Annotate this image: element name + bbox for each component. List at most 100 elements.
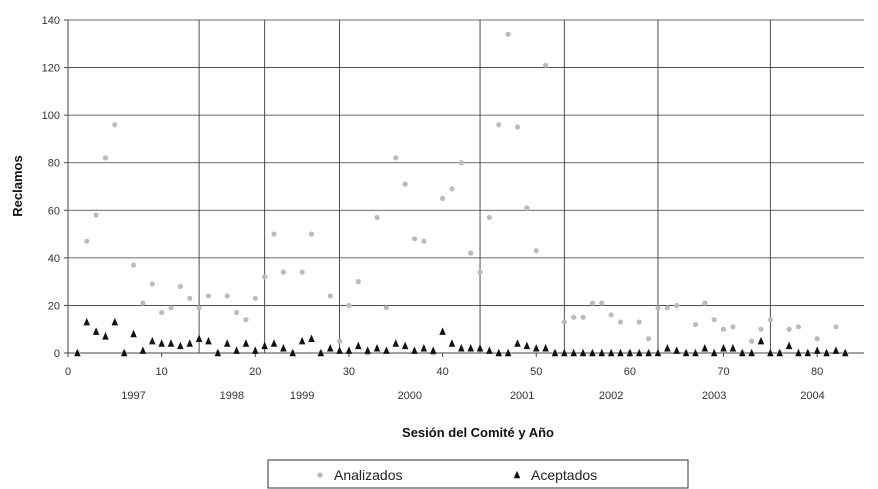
year-labels: 1997 1998 1999 2000 2001 2002 2003 2004 — [121, 390, 824, 402]
point-aceptados — [139, 346, 147, 354]
point-aceptados — [401, 341, 409, 350]
point-analizados — [205, 293, 212, 299]
year-label: 1997 — [121, 390, 145, 402]
point-analizados — [589, 300, 596, 306]
x-axis-ticks: 0 10 20 30 40 50 60 70 80 — [65, 353, 823, 378]
year-label: 2003 — [702, 390, 726, 402]
point-analizados — [674, 302, 680, 309]
y-axis-ticks: 0 20 40 60 80 100 120 140 — [42, 15, 68, 360]
point-aceptados — [551, 348, 559, 357]
point-aceptados — [626, 348, 634, 357]
legend-label-analizados: Analizados — [334, 467, 403, 483]
year-label: 2000 — [398, 390, 422, 402]
point-aceptados — [673, 346, 680, 354]
point-analizados — [580, 314, 586, 320]
year-label: 1999 — [290, 390, 314, 402]
point-aceptados — [336, 346, 343, 354]
x-tick-label: 20 — [249, 366, 261, 378]
point-analizados — [243, 317, 249, 323]
y-tick-label: 100 — [42, 110, 60, 122]
point-aceptados — [710, 348, 718, 357]
point-aceptados — [486, 346, 493, 354]
point-analizados — [224, 293, 230, 299]
point-aceptados — [326, 343, 334, 352]
point-aceptados — [308, 334, 315, 342]
point-analizados — [159, 309, 165, 316]
point-analizados — [711, 317, 717, 323]
point-analizados — [486, 214, 493, 221]
point-analizados — [187, 295, 193, 301]
point-analizados — [664, 305, 670, 311]
point-aceptados — [692, 348, 699, 357]
point-analizados — [758, 326, 764, 332]
point-aceptados — [270, 339, 278, 347]
point-analizados — [533, 248, 539, 254]
point-analizados — [496, 122, 502, 128]
point-aceptados — [345, 346, 353, 354]
point-analizados — [346, 302, 352, 309]
point-analizados — [692, 321, 699, 328]
grid-lines — [68, 19, 864, 353]
point-analizados — [720, 326, 727, 332]
point-aceptados — [767, 348, 774, 357]
point-analizados — [767, 317, 773, 323]
point-aceptados — [411, 346, 418, 354]
point-aceptados — [476, 343, 484, 352]
point-analizados — [421, 238, 427, 244]
year-label: 2004 — [800, 390, 824, 402]
point-analizados — [468, 250, 474, 256]
x-tick-label: 0 — [65, 366, 71, 378]
legend: Analizados Aceptados — [267, 459, 689, 489]
point-aceptados — [242, 339, 250, 347]
point-analizados — [449, 186, 455, 192]
point-analizados — [439, 195, 446, 201]
point-aceptados — [635, 348, 643, 357]
point-analizados — [271, 231, 277, 237]
point-analizados — [730, 324, 736, 330]
point-aceptados — [785, 341, 793, 350]
point-aceptados — [813, 346, 821, 354]
point-analizados — [336, 338, 343, 344]
point-aceptados — [589, 348, 596, 357]
plot-area — [68, 20, 864, 353]
point-analizados — [299, 269, 305, 275]
point-aceptados — [795, 348, 802, 357]
point-analizados — [702, 300, 708, 306]
point-aceptados — [467, 343, 474, 352]
point-aceptados — [83, 317, 90, 326]
point-aceptados — [757, 336, 765, 345]
point-aceptados — [701, 343, 709, 352]
point-analizados — [543, 62, 549, 68]
x-tick-label: 80 — [811, 366, 823, 378]
point-analizados — [112, 122, 118, 128]
point-aceptados — [542, 343, 549, 352]
point-aceptados — [579, 348, 587, 357]
point-analizados — [411, 236, 418, 242]
point-aceptados — [373, 343, 381, 352]
point-analizados — [833, 324, 839, 330]
point-aceptados — [664, 343, 671, 352]
point-aceptados — [607, 348, 615, 357]
point-aceptados — [682, 348, 690, 357]
point-analizados — [383, 305, 389, 311]
point-analizados — [636, 319, 642, 325]
legend-box — [267, 459, 689, 489]
x-tick-label: 10 — [156, 366, 168, 378]
point-analizados — [177, 283, 183, 289]
point-aceptados — [223, 339, 231, 347]
point-aceptados — [364, 346, 371, 354]
y-tick-label: 140 — [42, 15, 60, 27]
point-analizados — [140, 300, 146, 306]
point-analizados — [393, 155, 399, 161]
point-aceptados — [729, 343, 737, 352]
point-analizados — [617, 319, 624, 325]
y-tick-label: 20 — [48, 300, 60, 312]
legend-marker-aceptados — [513, 470, 521, 479]
point-analizados — [262, 274, 268, 280]
year-label: 1998 — [220, 390, 244, 402]
point-analizados — [786, 326, 792, 332]
axes — [67, 20, 864, 354]
point-aceptados — [842, 348, 849, 357]
legend-label-aceptados: Aceptados — [531, 467, 597, 483]
point-aceptados — [149, 336, 156, 345]
